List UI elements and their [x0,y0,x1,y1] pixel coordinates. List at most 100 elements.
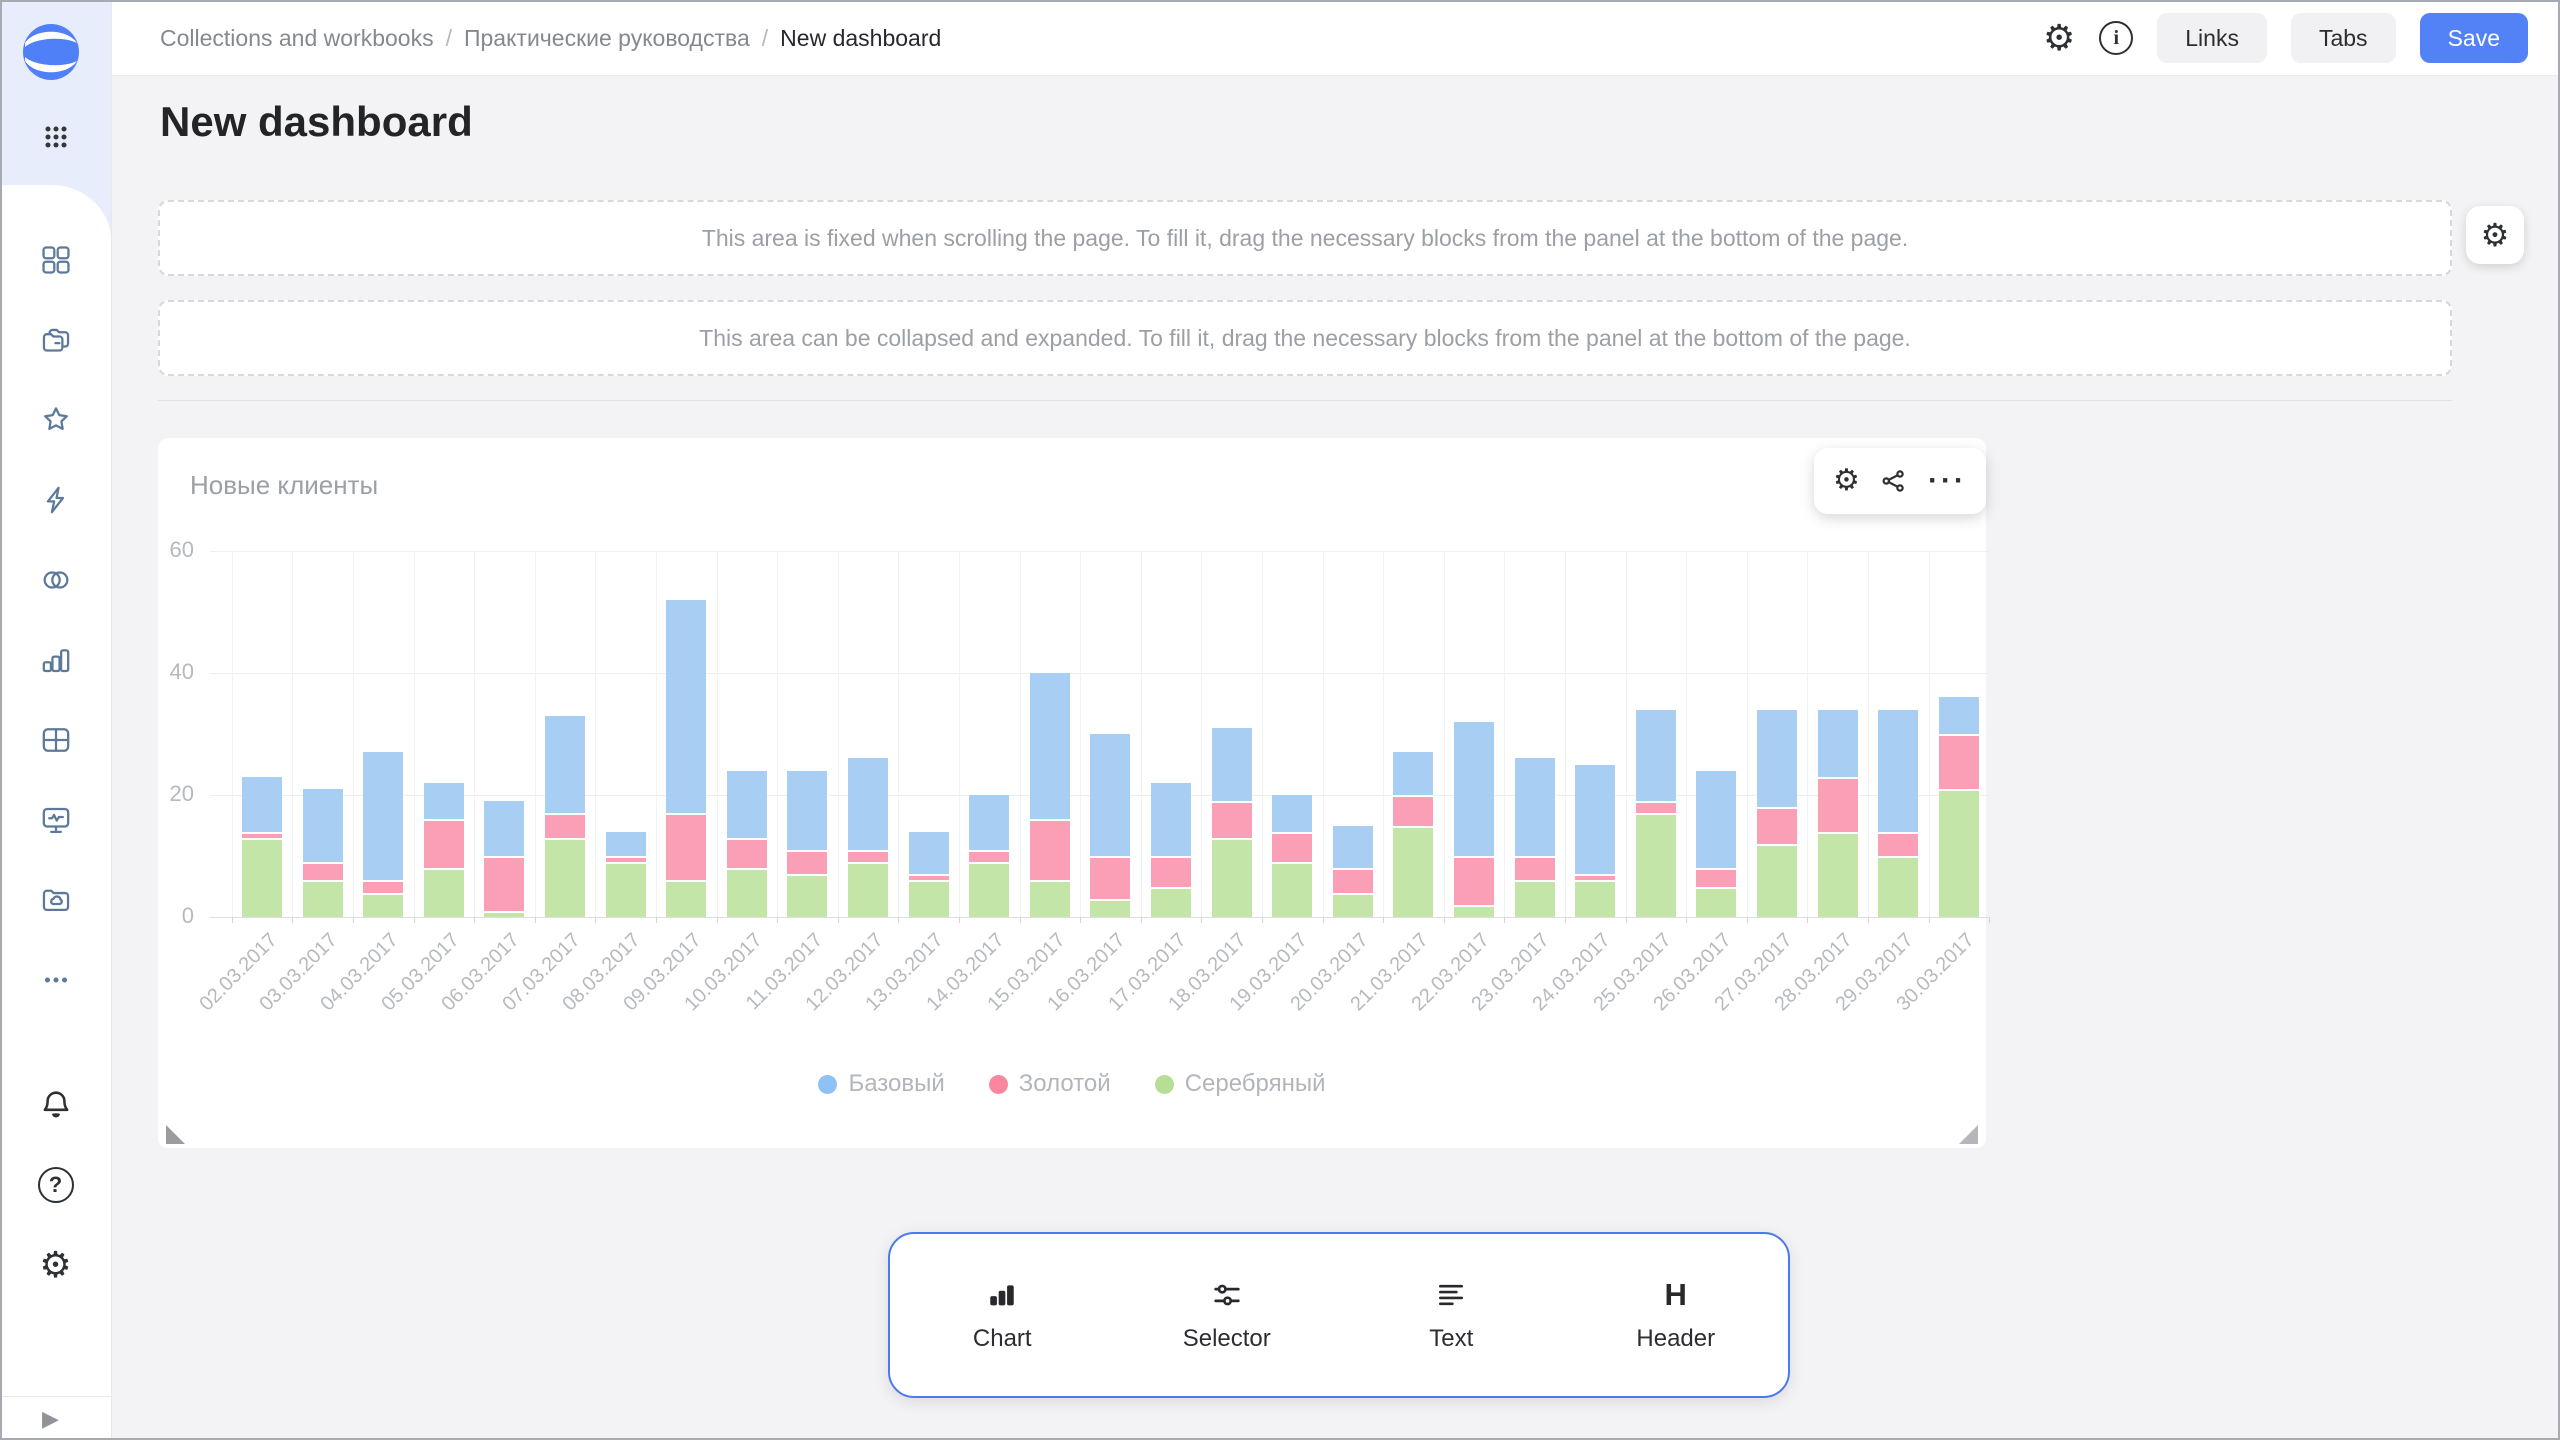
datasets-icon[interactable] [0,552,111,608]
bar-segment-Золотой[interactable] [1151,856,1191,887]
bar-segment-Серебряный[interactable] [1029,880,1070,917]
connections-icon[interactable] [0,472,111,528]
bar-segment-Базовый[interactable] [1696,770,1737,869]
bar-segment-Серебряный[interactable] [1757,843,1797,917]
panel-item-chart[interactable]: Chart [912,1278,1092,1353]
settings-icon[interactable] [2043,20,2075,56]
bar-segment-Базовый[interactable] [605,831,646,856]
favorites-icon[interactable] [0,392,111,448]
bar-segment-Золотой[interactable] [969,849,1010,863]
bar-segment-Базовый[interactable] [908,831,949,875]
legend-item[interactable]: Золотой [988,1070,1111,1098]
bar-segment-Золотой[interactable] [423,819,464,869]
bar-segment-Базовый[interactable] [1635,709,1676,802]
collapsible-drop-area[interactable]: This area can be collapsed and expanded.… [158,300,2452,376]
links-button[interactable]: Links [2157,13,2267,63]
bar-segment-Серебряный[interactable] [1635,813,1676,917]
bar-segment-Золотой[interactable] [848,849,888,863]
bar-segment-Золотой[interactable] [484,856,525,911]
bar-segment-Золотой[interactable] [242,831,282,838]
bar-segment-Базовый[interactable] [1211,727,1252,802]
bar-segment-Золотой[interactable] [1757,807,1797,844]
bar-segment-Базовый[interactable] [302,788,343,863]
bar-segment-Золотой[interactable] [1090,856,1131,899]
share-icon[interactable] [1879,466,1909,496]
workbooks-icon[interactable] [0,312,111,368]
more-icon[interactable] [0,952,111,1008]
bar-segment-Базовый[interactable] [1029,673,1070,820]
bar-segment-Золотой[interactable] [666,813,707,881]
bar-segment-Базовый[interactable] [1514,758,1555,856]
datalens-logo[interactable] [21,22,81,82]
save-button[interactable]: Save [2419,13,2528,63]
bar-segment-Серебряный[interactable] [605,862,646,917]
bar-segment-Золотой[interactable] [1029,819,1070,881]
table-icon[interactable] [0,712,111,768]
legend-item[interactable]: Серебряный [1154,1070,1326,1098]
bar-segment-Серебряный[interactable] [1938,788,1979,917]
fixed-area-settings-button[interactable] [2466,206,2524,264]
bar-segment-Золотой[interactable] [1454,856,1494,905]
bar-segment-Серебряный[interactable] [1272,862,1313,917]
bar-segment-Базовый[interactable] [1090,734,1131,856]
bar-segment-Серебряный[interactable] [848,862,888,917]
more-icon[interactable] [1928,466,1967,496]
bar-segment-Золотой[interactable] [1938,734,1979,789]
bar-segment-Золотой[interactable] [1575,874,1616,881]
bar-segment-Серебряный[interactable] [1514,880,1555,917]
bar-segment-Серебряный[interactable] [1817,831,1858,917]
bar-segment-Серебряный[interactable] [545,837,585,917]
bar-segment-Базовый[interactable] [848,758,888,850]
bar-segment-Серебряный[interactable] [1211,837,1252,917]
bar-segment-Серебряный[interactable] [787,874,828,917]
bar-segment-Золотой[interactable] [605,856,646,863]
apps-grid-icon[interactable] [0,109,111,165]
bar-segment-Серебряный[interactable] [908,880,949,917]
bar-segment-Золотой[interactable] [1332,868,1373,893]
bar-segment-Серебряный[interactable] [302,880,343,917]
bar-segment-Базовый[interactable] [1454,721,1494,856]
bar-segment-Базовый[interactable] [363,752,404,881]
bar-segment-Золотой[interactable] [726,837,767,869]
bar-segment-Серебряный[interactable] [1393,825,1434,917]
bar-segment-Базовый[interactable] [1817,709,1858,777]
bar-segment-Базовый[interactable] [1938,697,1979,734]
bar-segment-Серебряный[interactable] [726,868,767,917]
bar-segment-Серебряный[interactable] [484,910,525,917]
bar-segment-Базовый[interactable] [1272,795,1313,832]
bar-segment-Базовый[interactable] [484,801,525,856]
bar-segment-Базовый[interactable] [1757,709,1797,808]
bar-segment-Серебряный[interactable] [363,892,404,917]
bar-segment-Базовый[interactable] [969,795,1010,850]
bar-segment-Золотой[interactable] [1635,801,1676,814]
bar-segment-Золотой[interactable] [1211,801,1252,838]
bar-segment-Золотой[interactable] [787,849,828,875]
bar-segment-Золотой[interactable] [1272,831,1313,863]
bar-segment-Базовый[interactable] [1151,782,1191,856]
widget-move-handle[interactable] [166,1125,185,1144]
bar-segment-Базовый[interactable] [1878,709,1919,832]
bar-segment-Серебряный[interactable] [1332,892,1373,917]
settings-icon[interactable] [1833,466,1860,496]
notifications-icon[interactable] [0,1077,111,1133]
bar-segment-Серебряный[interactable] [969,862,1010,917]
dashboards-icon[interactable] [0,792,111,848]
collections-icon[interactable] [0,232,111,288]
bar-segment-Золотой[interactable] [1817,776,1858,832]
bar-segment-Серебряный[interactable] [1878,856,1919,917]
bar-segment-Золотой[interactable] [545,813,585,838]
breadcrumb-collections[interactable]: Collections and workbooks [160,24,434,51]
bar-segment-Серебряный[interactable] [423,868,464,917]
bar-segment-Базовый[interactable] [726,770,767,838]
bar-segment-Золотой[interactable] [1393,795,1434,826]
panel-item-header[interactable]: Header [1586,1278,1766,1353]
bar-segment-Серебряный[interactable] [242,837,282,917]
bar-segment-Базовый[interactable] [1575,764,1616,875]
legend-item[interactable]: Базовый [818,1070,945,1098]
fixed-drop-area[interactable]: This area is fixed when scrolling the pa… [158,200,2452,276]
bar-segment-Золотой[interactable] [1696,868,1737,887]
bar-segment-Базовый[interactable] [1393,752,1434,795]
bar-segment-Серебряный[interactable] [1454,904,1494,917]
bar-segment-Серебряный[interactable] [1151,886,1191,917]
bar-segment-Базовый[interactable] [1332,825,1373,869]
